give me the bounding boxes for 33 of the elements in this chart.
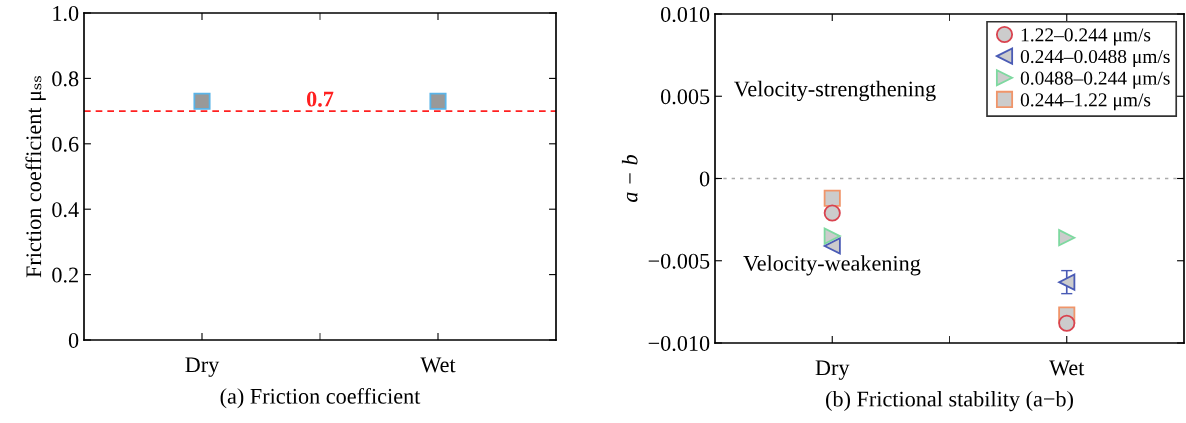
legend-label: 0.0488–0.244 μm/s xyxy=(1020,71,1170,89)
x-tick-label: Wet xyxy=(1049,360,1085,376)
point xyxy=(1058,229,1076,247)
annotation: Velocity-strengthening xyxy=(734,80,936,102)
point xyxy=(823,237,841,255)
point xyxy=(1058,314,1076,332)
point xyxy=(823,227,841,245)
y-axis-title: Friction coefficient μₛₛ xyxy=(25,76,46,278)
x-axis-title: (a) Friction coefficient xyxy=(220,387,421,409)
point xyxy=(1058,273,1076,291)
y-tick-label: 0.8 xyxy=(52,71,79,87)
y-tick-label: 0 xyxy=(68,332,79,348)
annotation: Velocity-weakening xyxy=(743,255,921,276)
y-tick-label: 0.005 xyxy=(660,89,710,105)
legend-label: 0.244–0.0488 μm/s xyxy=(1020,49,1170,68)
y-tick-label: 1.0 xyxy=(53,5,79,22)
y-tick-label: −0.010 xyxy=(648,335,710,352)
x-tick-label: Wet xyxy=(420,357,456,373)
legend-label: 1.22–0.244 μm/s xyxy=(1021,28,1151,46)
x-tick-label: Dry xyxy=(185,357,220,377)
y-tick-label: 0.6 xyxy=(52,136,79,152)
x-tick-label: Dry xyxy=(815,360,850,380)
point xyxy=(823,204,841,222)
y-tick-label: 0.010 xyxy=(660,6,710,23)
x-axis-title: (b) Frictional stability (a−b) xyxy=(826,390,1073,412)
y-tick-label: 0.2 xyxy=(52,267,78,283)
y-tick-label: 0.4 xyxy=(52,202,79,218)
point xyxy=(823,189,841,207)
ref-line-label: 0.7 xyxy=(306,91,334,107)
y-axis-title: a − b xyxy=(621,155,638,202)
y-tick-label: −0.005 xyxy=(648,253,710,269)
legend-label: 0.244–1.22 μm/s xyxy=(1020,93,1151,111)
y-tick-label: 0 xyxy=(699,171,710,187)
